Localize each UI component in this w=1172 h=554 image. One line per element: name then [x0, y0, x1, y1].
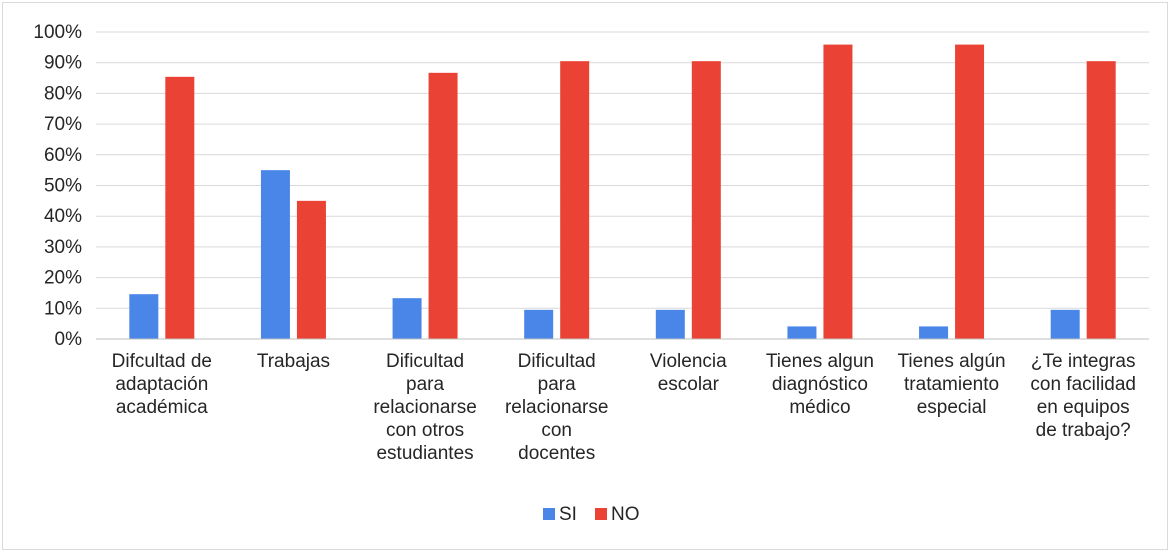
- y-tick-label: 40%: [44, 206, 82, 227]
- y-tick-label: 80%: [44, 83, 82, 104]
- bar-si-3: [524, 309, 554, 339]
- x-category-label: Dificultad para relacionarse con docentes: [505, 351, 609, 464]
- bar-chart: 0% 10% 20% 30% 40% 50% 60% 70% 80% 90% 100% Difcul…: [33, 22, 1149, 525]
- bar-no-3: [560, 61, 590, 339]
- x-category-label: Dificultad para relacionarse con otros estud…: [373, 351, 477, 464]
- y-tick-label: 70%: [44, 114, 82, 135]
- y-tick-label: 90%: [44, 53, 82, 74]
- legend-swatch-si: [543, 508, 555, 520]
- bar-no-2: [428, 72, 458, 340]
- bar-si-2: [392, 298, 422, 339]
- bar-no-0: [165, 76, 195, 340]
- legend: SI NO: [543, 504, 640, 525]
- bar-si-4: [655, 309, 685, 339]
- x-category-label: Violencia escolar: [650, 351, 727, 395]
- x-category-label: Tienes algún tratamiento especial: [898, 351, 1006, 418]
- y-tick-label: 60%: [44, 145, 82, 166]
- y-tick-label: 10%: [44, 298, 82, 319]
- y-tick-label: 30%: [44, 237, 82, 258]
- gridlines: [96, 31, 1149, 309]
- x-category-label: Difcultad de adaptación académica: [112, 351, 212, 418]
- legend-label-no: NO: [611, 504, 640, 525]
- legend-swatch-no: [595, 508, 607, 520]
- legend-label-si: SI: [559, 504, 577, 525]
- bar-si-0: [129, 294, 159, 339]
- x-axis-category-labels: Difcultad de adaptación académica Trabajas D…: [112, 351, 1136, 464]
- bars: [129, 44, 1116, 340]
- bar-si-7: [1050, 309, 1080, 339]
- x-category-label: Trabajas: [257, 351, 330, 372]
- y-tick-label: 50%: [44, 176, 82, 197]
- bar-si-6: [919, 326, 949, 339]
- bar-no-1: [296, 200, 326, 339]
- bar-no-4: [691, 61, 721, 339]
- x-category-label: Tienes algun diagnóstico médico: [766, 351, 874, 418]
- y-tick-label: 20%: [44, 268, 82, 289]
- bar-si-5: [787, 326, 817, 339]
- y-tick-label: 0%: [55, 329, 83, 350]
- bar-no-5: [823, 44, 853, 339]
- y-axis-ticks: 0% 10% 20% 30% 40% 50% 60% 70% 80% 90% 100%: [33, 22, 82, 350]
- x-category-label: ¿Te integras con facilidad en equipos de tr…: [1030, 351, 1136, 441]
- bar-no-7: [1086, 61, 1116, 339]
- bar-si-1: [260, 170, 290, 339]
- bar-no-6: [955, 44, 985, 339]
- y-tick-label: 100%: [33, 22, 82, 43]
